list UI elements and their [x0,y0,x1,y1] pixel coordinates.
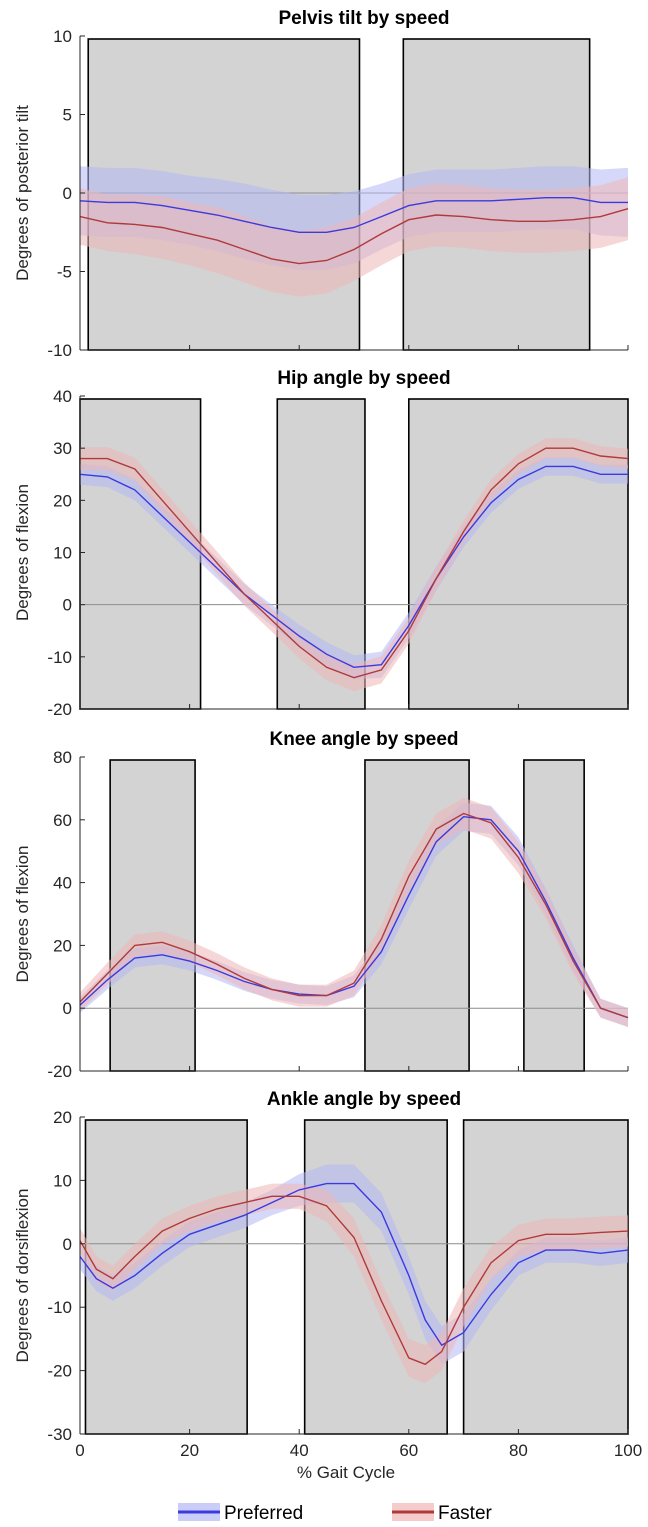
panel-2: -20 0 20 40 60 80 Knee angle by speed Degrees o… [13,729,629,1081]
y-tick-label: 20 [53,491,72,510]
sd-band-faster [80,1183,628,1384]
y-axis-label: Degrees of flexion [13,484,32,621]
legend-label: Preferred [224,1503,303,1524]
y-tick-label: -10 [47,341,72,360]
x-tick-label: 40 [290,1441,309,1460]
phase-region [79,398,202,710]
y-tick-label: -20 [47,1362,72,1381]
mean-line-preferred [79,196,628,234]
panels-group: -10 -5 0 5 10 Pelvis tilt by speed Degrees of … [13,8,642,1482]
x-tick-label: 80 [509,1441,528,1460]
panel-0: -10 -5 0 5 10 Pelvis tilt by speed Degrees of … [13,8,629,360]
mean-line-faster [79,812,629,1019]
y-tick-label: 20 [53,936,72,955]
mean-line-preferred [79,1182,629,1347]
legend-item-faster: Faster [392,1503,493,1524]
mean-line-preferred [79,815,629,1019]
y-axis-label: Degrees of posterior tilt [13,105,32,281]
y-tick-label: 60 [53,811,72,830]
legend-item-preferred: Preferred [178,1503,303,1524]
y-tick-label: 20 [53,1108,72,1127]
legend-label: Faster [438,1503,493,1524]
y-tick-label: 10 [53,544,72,563]
y-tick-label: -10 [47,648,72,667]
sd-band-faster [80,438,628,692]
y-tick-label: -20 [47,700,72,719]
y-tick-label: 80 [53,748,72,767]
y-tick-label: 40 [53,874,72,893]
sd-band-faster [80,797,628,1027]
x-tick-label: 60 [399,1441,418,1460]
panel-title: Pelvis tilt by speed [278,8,449,29]
panel-3: -30 -20 -10 0 10 20 Ankle angle by speed Degree… [13,1089,642,1482]
y-axis-label: Degrees of flexion [13,845,32,982]
panel-title: Knee angle by speed [269,729,458,750]
panel-1: -20 -10 0 10 20 30 40 Hip angle by speed Degrees… [13,368,629,719]
mean-line-faster [79,208,629,265]
y-axis-label: Degrees of dorsiflexion [13,1189,32,1363]
x-tick-label: 100 [614,1441,642,1460]
y-tick-label: 10 [53,1171,72,1190]
mean-line-faster [80,447,629,679]
sd-band-faster [80,177,628,297]
mean-line-faster [79,1195,629,1366]
phase-region [109,759,196,1072]
y-tick-label: 40 [53,387,72,406]
y-tick-label: 5 [63,106,72,125]
sd-band-preferred [80,457,628,680]
y-tick-label: 0 [63,184,72,203]
y-tick-label: -5 [57,263,72,282]
x-tick-label: 0 [75,1441,84,1460]
y-tick-label: 0 [63,1235,72,1254]
y-tick-label: -30 [47,1425,72,1444]
panel-title: Ankle angle by speed [267,1089,461,1110]
y-tick-label: 0 [63,999,72,1018]
y-tick-label: -20 [47,1062,72,1081]
x-axis-label: % Gait Cycle [297,1463,395,1482]
legend: Preferred Faster [178,1503,493,1524]
y-tick-label: 30 [53,439,72,458]
panel-title: Hip angle by speed [277,368,450,389]
mean-line-preferred [79,465,628,669]
y-tick-label: 0 [63,596,72,615]
y-tick-label: 10 [53,27,72,46]
y-tick-label: -10 [47,1298,72,1317]
x-tick-label: 20 [180,1441,199,1460]
